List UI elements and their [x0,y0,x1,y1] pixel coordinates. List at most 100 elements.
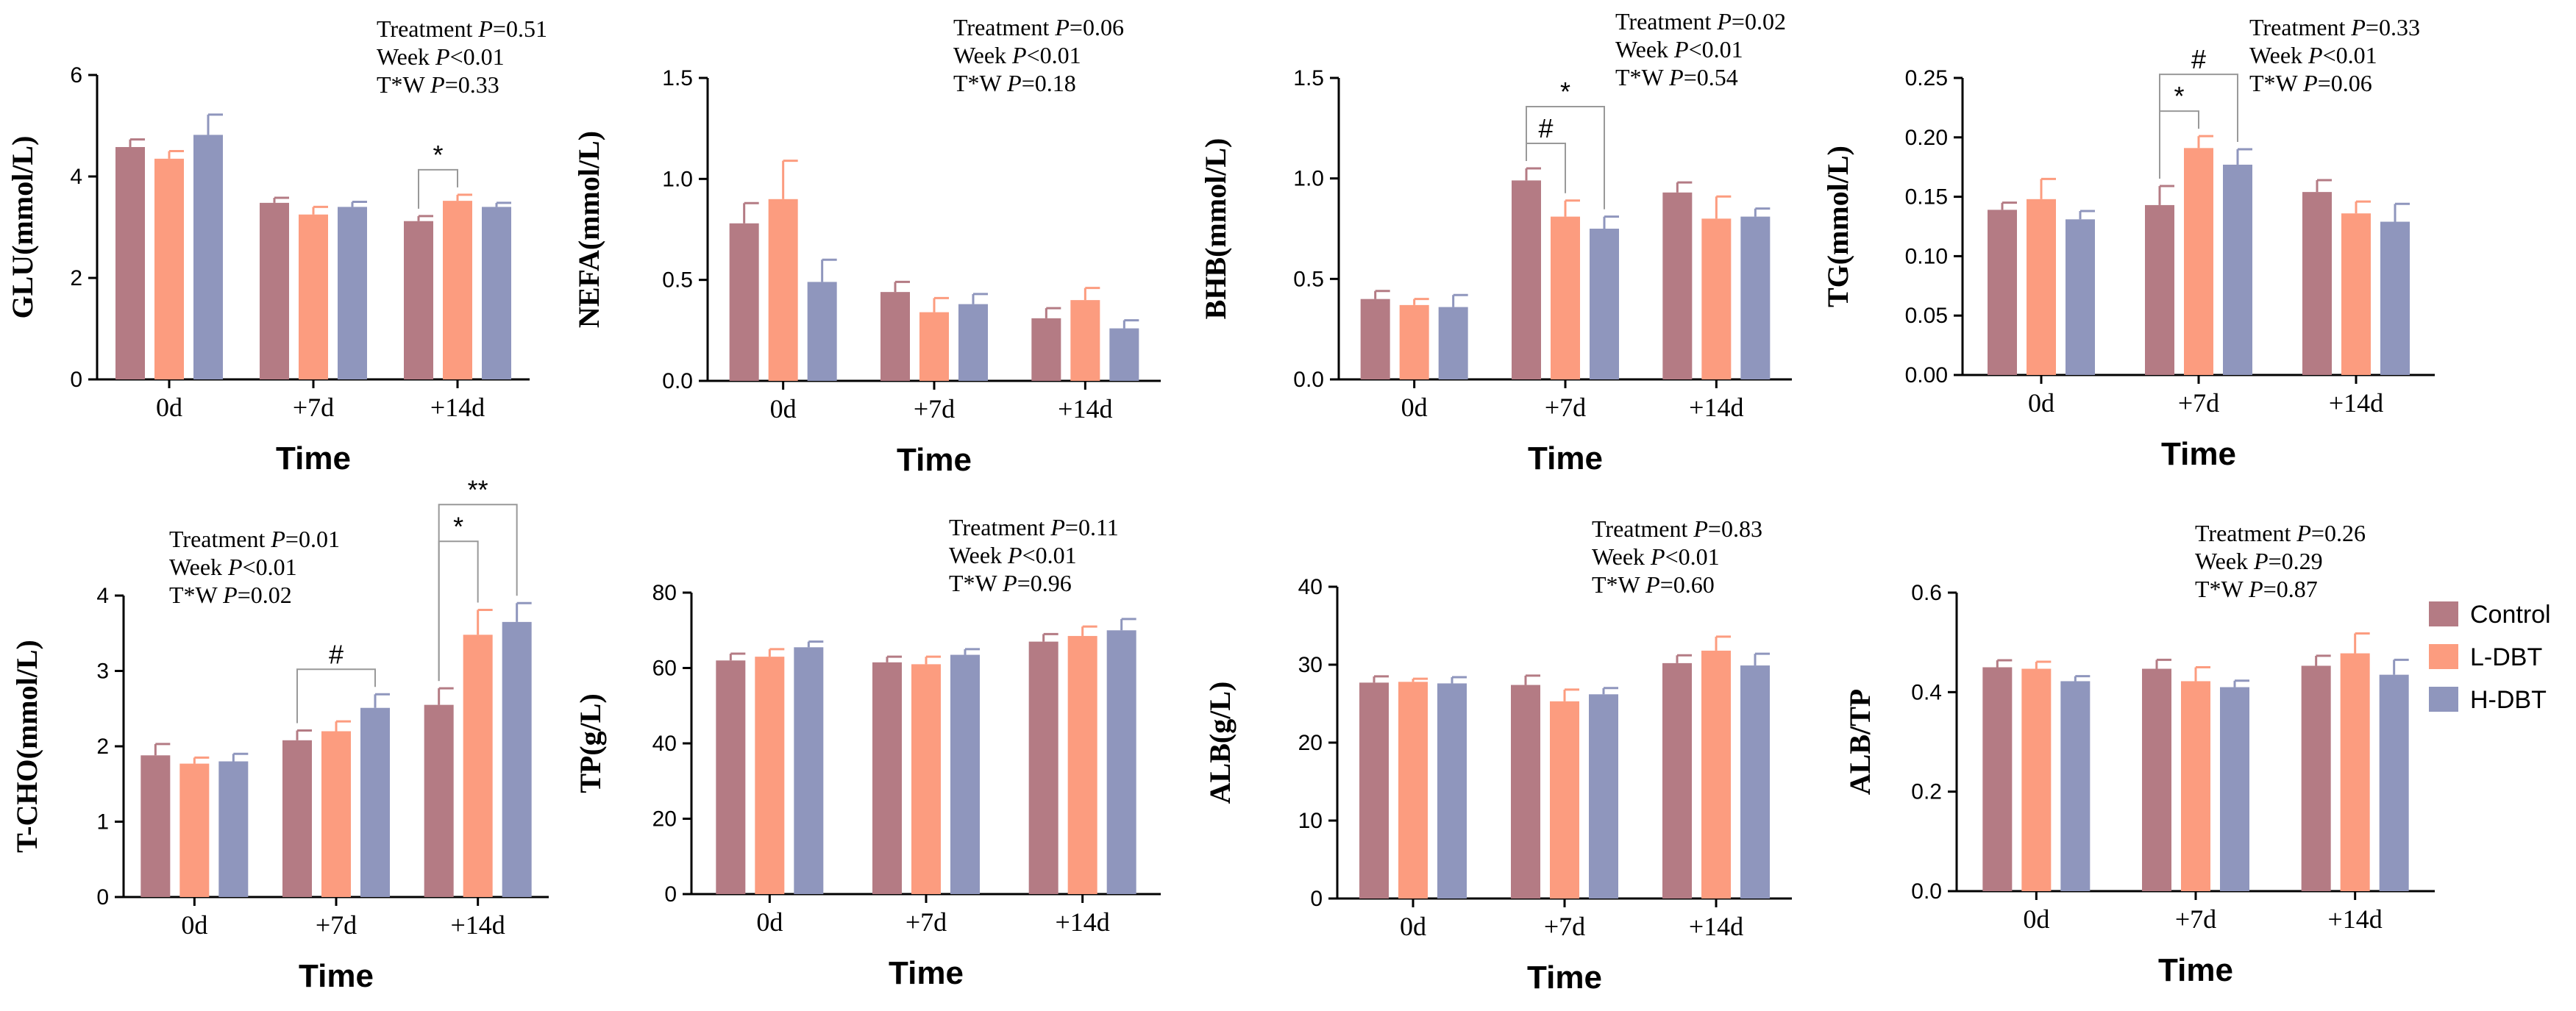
bar-l-dbt-plus14d [1067,635,1097,894]
bar-l-dbt-0d [768,199,798,381]
significance-mark: ** [468,474,488,504]
x-tick-label: 0d [181,910,207,940]
bar-control-0d [716,660,746,894]
x-tick-label: +7d [316,910,357,940]
bar-control-plus14d [2302,192,2332,375]
bar-h-dbt-plus14d [1106,630,1136,894]
y-tick-label: 4 [70,165,82,189]
x-tick-label: +14d [1689,912,1743,941]
y-tick-label: 60 [652,657,677,681]
stat-line: Week P<0.01 [2249,42,2377,68]
stat-line: T*W P=0.96 [949,570,1072,596]
bar-h-dbt-0d [807,282,837,381]
x-tick-label: +7d [1544,912,1585,941]
bar-l-dbt-plus14d [1070,300,1100,381]
bar-control-0d [1359,682,1389,899]
bar-l-dbt-plus7d [919,312,949,381]
significance-bracket [418,168,458,209]
y-tick-label: 30 [1298,653,1323,677]
y-tick-label: 0.4 [1911,680,1942,704]
y-tick-label: 0 [70,368,82,392]
bar-h-dbt-plus7d [950,654,980,894]
x-tick-label: +14d [1058,394,1112,424]
x-axis-label: Time [1527,960,1602,996]
y-tick-label: 4 [96,584,109,608]
stat-line: T*W P=0.33 [377,71,499,98]
significance-mark: # [329,639,344,669]
x-axis-label: Time [889,955,964,991]
stat-line: Week P<0.01 [1592,543,1720,570]
x-axis-label: Time [1528,440,1603,476]
legend-label-h-dbt: H-DBT [2470,686,2547,714]
bar-h-dbt-plus14d [2380,221,2410,375]
stat-line: Treatment P=0.11 [949,514,1119,540]
bar-h-dbt-plus7d [1589,694,1618,899]
chart-bhb: 0.0 0.5 1.0 1.5 0d +7d +14d #* Treatment P=0.02W… [1199,8,1792,476]
y-axis-label: TP(g/L) [574,693,607,793]
significance-mark: * [2174,81,2184,111]
stat-line: Treatment P=0.83 [1592,515,1762,542]
bar-h-dbt-0d [794,647,824,894]
bar-h-dbt-0d [1437,683,1467,899]
stat-line: Week P<0.01 [1615,36,1743,62]
bar-h-dbt-plus14d [502,621,532,897]
stat-line: Week P<0.01 [377,43,505,70]
bar-control-plus7d [2145,204,2174,375]
chart-tg: 0.00 0.05 0.10 0.15 0.20 0.25 0d +7d +14d *# Treat… [1821,14,2435,472]
x-tick-label: +7d [2178,388,2219,418]
y-tick-label: 20 [1298,731,1323,755]
significance-bracket [296,668,376,724]
bar-h-dbt-plus7d [338,207,367,379]
bar-h-dbt-plus7d [1590,229,1619,379]
legend-label-l-dbt: L-DBT [2470,643,2542,671]
x-tick-label: +14d [2329,388,2383,418]
bar-h-dbt-0d [2060,681,2091,891]
significance-mark: * [1560,76,1570,107]
stat-line: Treatment P=0.01 [169,526,340,552]
stat-line: Treatment P=0.06 [953,14,1124,40]
x-axis-label: Time [2161,436,2236,472]
bar-l-dbt-0d [179,763,210,897]
bar-l-dbt-0d [1399,304,1429,379]
y-tick-label: 1.0 [662,167,693,191]
x-axis-label: Time [897,442,972,478]
bar-h-dbt-plus7d [360,707,390,897]
x-tick-label: +14d [1689,393,1743,422]
bar-control-plus7d [2142,668,2171,891]
stat-line: T*W P=0.60 [1592,571,1715,598]
y-tick-label: 1 [96,810,109,835]
bar-h-dbt-plus7d [2220,687,2249,891]
stat-line: Treatment P=0.26 [2195,520,2366,546]
chart-nefa: 0.0 0.5 1.0 1.5 0d +7d +14d Treatment P=0.06Wee… [572,14,1161,478]
bar-control-0d [1360,299,1390,379]
y-tick-label: 20 [652,807,677,832]
y-tick-label: 2 [70,266,82,290]
y-axis-label: GLU(mmol/L) [6,136,39,319]
bar-control-0d [1982,667,2013,891]
x-tick-label: +7d [293,393,334,422]
bar-control-plus7d [880,292,910,381]
y-tick-label: 80 [652,581,677,605]
significance-bracket [1526,106,1605,210]
bar-control-plus7d [1512,180,1541,379]
bar-l-dbt-plus14d [463,635,493,897]
significance-bracket [2159,74,2238,179]
bar-l-dbt-plus14d [2341,213,2371,375]
y-axis-label: TG(mmol/L) [1821,146,1854,307]
y-tick-label: 0.20 [1905,126,1948,150]
y-tick-label: 10 [1298,809,1323,833]
y-tick-label: 2 [96,735,109,759]
stat-line: Treatment P=0.51 [377,15,547,42]
stat-line: Week P=0.29 [2195,548,2323,574]
x-tick-label: +7d [914,394,955,424]
legend-swatch-control [2429,601,2458,626]
y-tick-label: 1.5 [662,66,693,90]
bar-control-plus14d [404,221,433,379]
bar-l-dbt-plus7d [1550,701,1579,899]
bar-h-dbt-0d [2066,219,2095,375]
bar-control-plus14d [2301,665,2331,891]
chart-albtp: 0.0 0.2 0.4 0.6 0d +7d +14d Treatment P=0.26Wee… [1843,520,2435,988]
bar-l-dbt-0d [1398,682,1428,899]
